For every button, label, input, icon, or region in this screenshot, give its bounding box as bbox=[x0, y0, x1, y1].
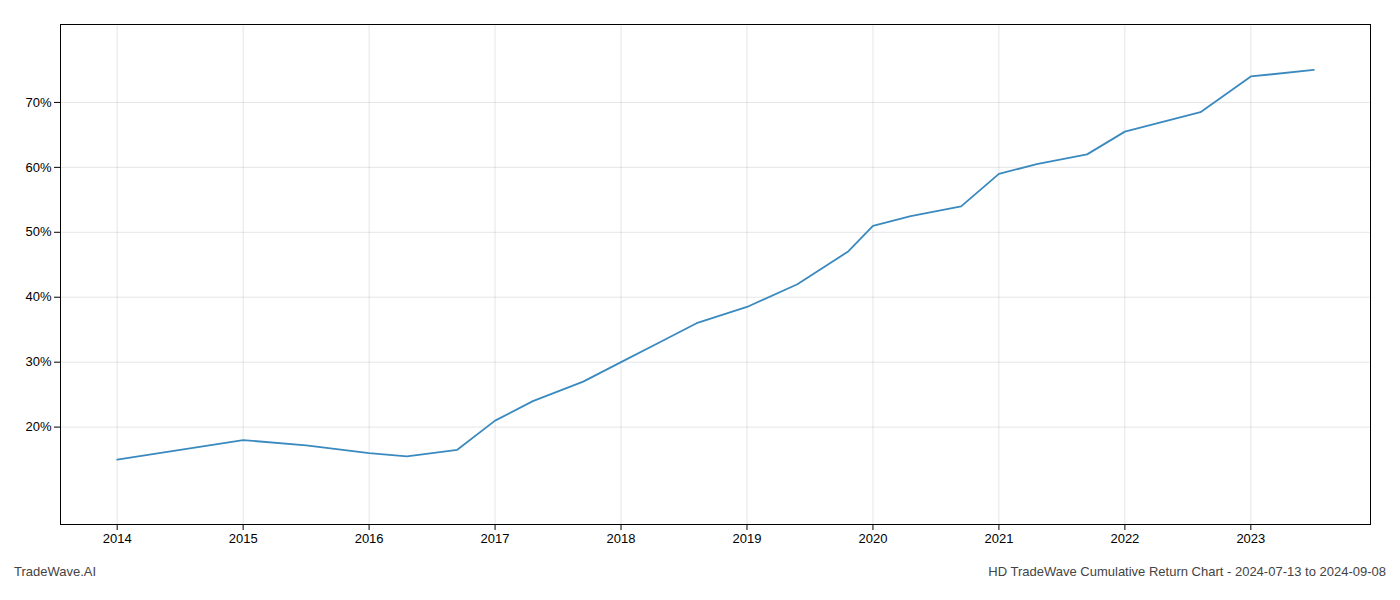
svg-text:60%: 60% bbox=[25, 160, 51, 175]
svg-text:2023: 2023 bbox=[1236, 531, 1265, 546]
svg-text:2022: 2022 bbox=[1110, 531, 1139, 546]
svg-text:2019: 2019 bbox=[733, 531, 762, 546]
svg-text:2014: 2014 bbox=[103, 531, 132, 546]
svg-text:2017: 2017 bbox=[481, 531, 510, 546]
svg-text:70%: 70% bbox=[25, 95, 51, 110]
svg-text:2015: 2015 bbox=[229, 531, 258, 546]
svg-text:2016: 2016 bbox=[355, 531, 384, 546]
svg-text:2020: 2020 bbox=[858, 531, 887, 546]
html-text:HD TradeWave Cumulative Return: HD TradeWave Cumulative Return Chart - 2… bbox=[988, 564, 1386, 579]
html-text:TradeWave.AI: TradeWave.AI bbox=[14, 564, 97, 579]
svg-text:50%: 50% bbox=[25, 224, 51, 239]
svg-text:2018: 2018 bbox=[607, 531, 636, 546]
svg-text:40%: 40% bbox=[25, 289, 51, 304]
svg-text:20%: 20% bbox=[25, 419, 51, 434]
svg-text:30%: 30% bbox=[25, 354, 51, 369]
svg-text:2021: 2021 bbox=[984, 531, 1013, 546]
